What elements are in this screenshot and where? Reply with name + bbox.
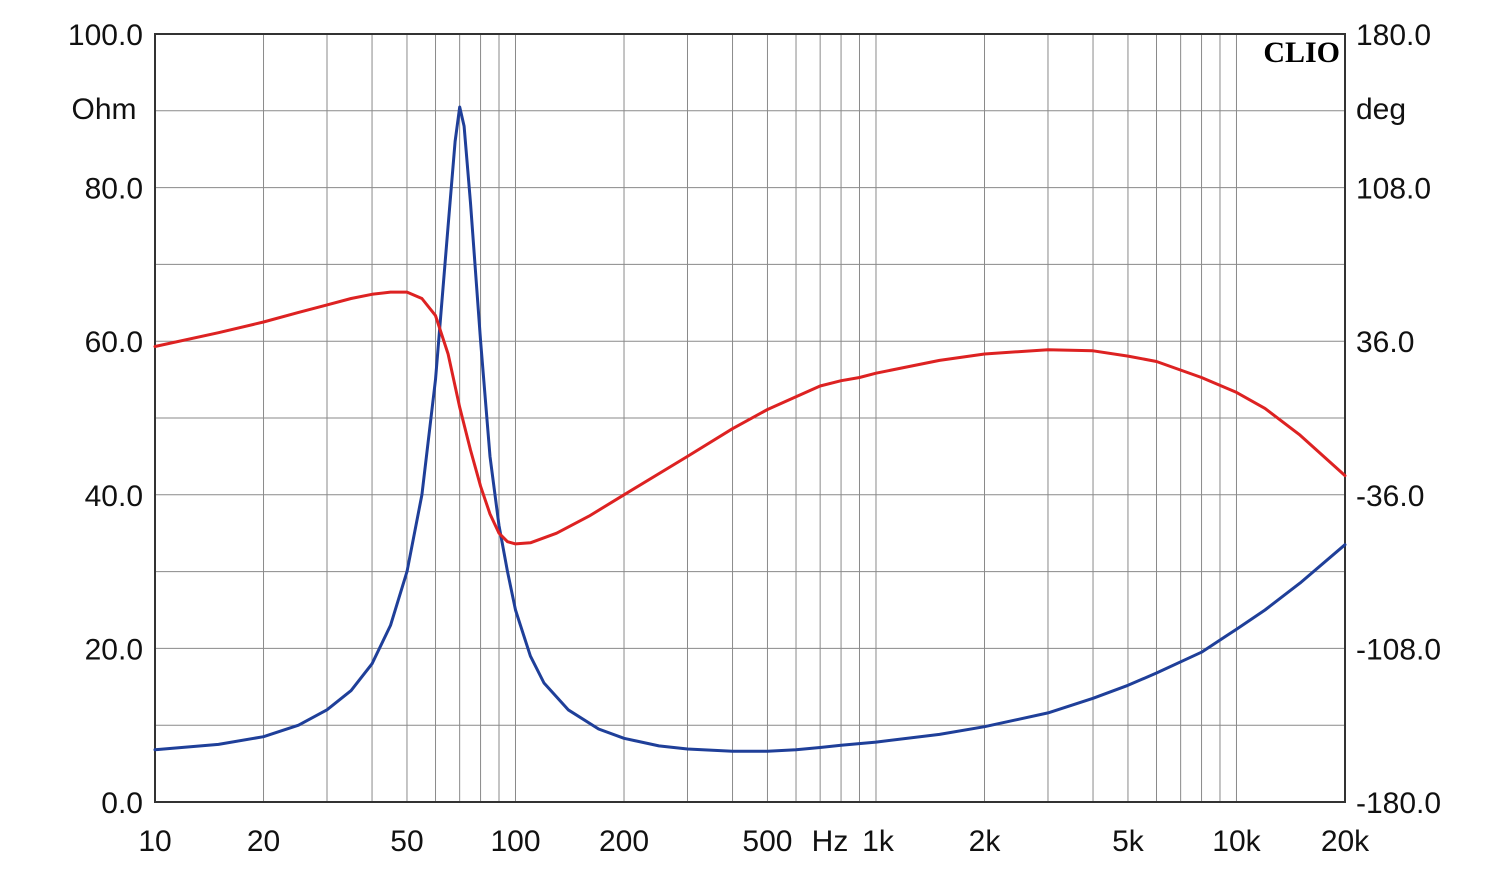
plot-area-frame xyxy=(154,33,1346,803)
left-y-tick-label: 40.0 xyxy=(85,480,143,513)
right-y-tick-label: -180.0 xyxy=(1356,787,1441,820)
x-tick-label: 20 xyxy=(247,825,280,858)
x-axis-unit: Hz xyxy=(812,825,849,858)
labels-layer: 10 20 50 100 200 500 1k 2k 5k 10k 20k 0.0 20.0 40.0 60… xyxy=(68,19,1441,858)
right-y-tick-label: 108.0 xyxy=(1356,173,1431,206)
left-y-tick-label: 80.0 xyxy=(85,173,143,206)
x-tick-label: 5k xyxy=(1112,825,1145,858)
x-tick-label: 10 xyxy=(138,825,171,858)
right-axis-unit: deg xyxy=(1356,93,1406,126)
right-y-tick-label: -36.0 xyxy=(1356,480,1424,513)
clio-logo-text: CLIO xyxy=(1263,36,1340,69)
x-tick-label: 2k xyxy=(969,825,1002,858)
right-y-tick-label: 180.0 xyxy=(1356,19,1431,52)
left-axis-unit: Ohm xyxy=(71,93,136,126)
right-y-tick-label: -108.0 xyxy=(1356,633,1441,666)
left-y-tick-label: 100.0 xyxy=(68,19,143,52)
right-y-tick-label: 36.0 xyxy=(1356,326,1414,359)
left-y-tick-label: 20.0 xyxy=(85,633,143,666)
x-tick-label: 50 xyxy=(390,825,423,858)
x-tick-label: 10k xyxy=(1212,825,1261,858)
x-tick-label: 1k xyxy=(862,825,895,858)
left-y-tick-label: 0.0 xyxy=(101,787,143,820)
grid-layer xyxy=(154,33,1346,803)
x-tick-label: 100 xyxy=(490,825,540,858)
x-tick-label: 20k xyxy=(1321,825,1370,858)
phase-curve xyxy=(153,290,1347,546)
x-tick-label: 200 xyxy=(599,825,649,858)
impedance-curve xyxy=(153,105,1347,753)
left-y-tick-label: 60.0 xyxy=(85,326,143,359)
x-tick-label: 500 xyxy=(742,825,792,858)
series-layer xyxy=(153,105,1347,753)
